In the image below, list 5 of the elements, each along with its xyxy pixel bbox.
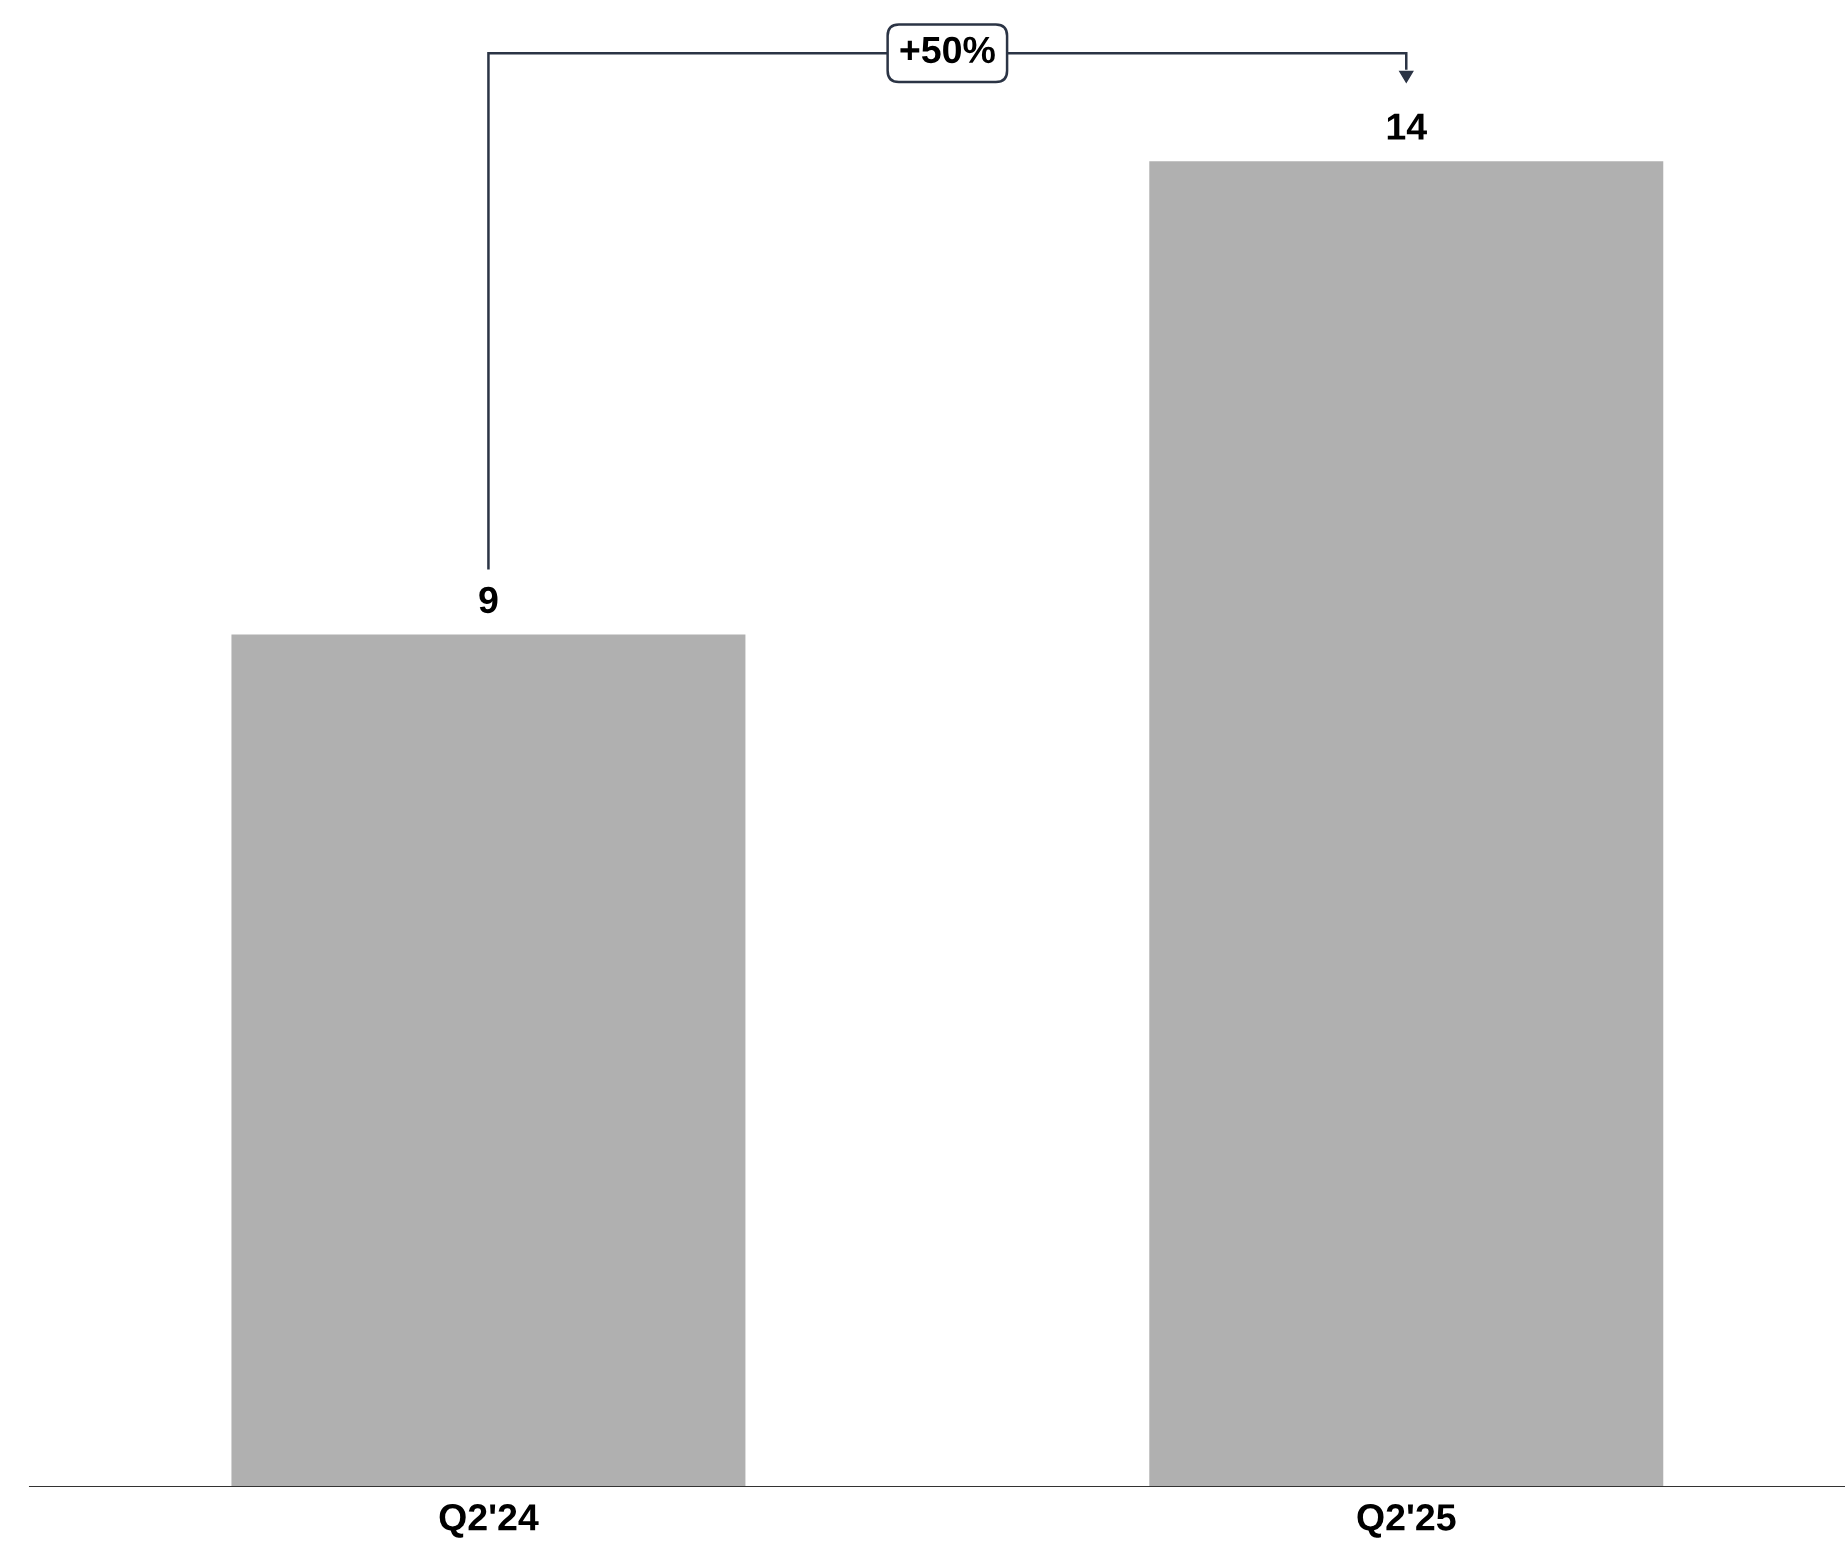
- data-label: 9: [479, 586, 498, 614]
- x-tick-label: Q2'24: [439, 1504, 539, 1538]
- text: +50%: [900, 36, 995, 64]
- data-label: 14: [1387, 113, 1427, 140]
- x-tick-label: Q2'25: [1357, 1504, 1456, 1538]
